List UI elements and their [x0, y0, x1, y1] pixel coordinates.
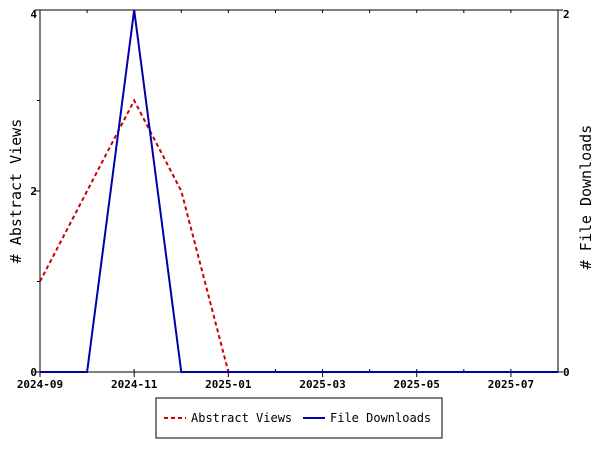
series-layer: [39, 9, 558, 373]
y-right-tick-label: 2: [563, 8, 570, 21]
x-tick-label: 2025-05: [394, 378, 440, 391]
x-tick-label: 2025-01: [205, 378, 252, 391]
y-left-tick-label: 2: [30, 185, 37, 198]
x-tick-label: 2025-07: [488, 378, 534, 391]
y-left-tick-label: 4: [30, 8, 37, 21]
y-left-tick-label: 0: [30, 366, 37, 379]
x-tick-label: 2024-09: [17, 378, 63, 391]
legend-label-file-downloads: File Downloads: [330, 411, 431, 425]
y-right-axis-title: # File Downloads: [577, 125, 595, 270]
series-line-file-downloads: [40, 9, 558, 373]
legend: Abstract Views File Downloads: [155, 397, 443, 439]
plot-area: [39, 9, 559, 373]
legend-label-abstract-views: Abstract Views: [191, 411, 292, 425]
y-right-tick-label: 0: [563, 366, 570, 379]
tick-labels: 2024-09 2024-11 2025-01 2025-03 2025-05 2025-…: [17, 8, 570, 391]
x-tick-label: 2024-11: [111, 378, 158, 391]
x-tick-label: 2025-03: [299, 378, 345, 391]
y-left-axis-title: # Abstract Views: [7, 119, 25, 264]
legend-box: [155, 397, 443, 439]
